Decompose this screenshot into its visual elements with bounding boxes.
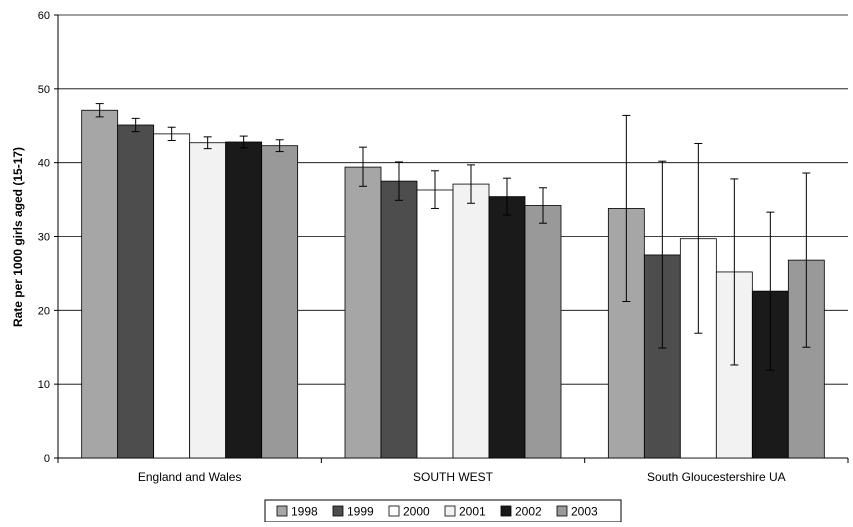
x-tick-label: South Gloucestershire UA	[647, 470, 786, 484]
legend-label-2000: 2000	[403, 505, 430, 519]
bar-2001	[189, 142, 227, 459]
legend-label-2002: 2002	[515, 505, 542, 519]
legend-swatch-1998	[276, 505, 288, 517]
bar-2002	[225, 141, 263, 459]
legend-label-1999: 1999	[347, 505, 374, 519]
bar-2000	[153, 133, 191, 459]
y-tick-label: 0	[44, 453, 50, 465]
bar-1999	[117, 124, 155, 459]
y-tick-label: 10	[38, 379, 50, 391]
x-tick-label: SOUTH WEST	[413, 470, 494, 484]
legend-swatch-1999	[332, 505, 344, 517]
legend: 1998 1999 2000 2001 2002 2003	[264, 499, 622, 523]
bar-1998	[81, 109, 119, 459]
bar-2003	[524, 205, 562, 459]
y-tick-label: 20	[38, 305, 50, 317]
y-axis: 0 10 20 30 40 50 60	[38, 10, 59, 465]
legend-label-1998: 1998	[291, 505, 318, 519]
y-axis-label: Rate per 1000 girls aged (15-17)	[11, 147, 25, 327]
legend-label-2003: 2003	[571, 505, 598, 519]
y-tick-label: 50	[38, 84, 50, 96]
legend-swatch-2003	[556, 505, 568, 517]
x-axis: England and Wales SOUTH WEST South Glouces…	[57, 457, 849, 484]
legend-label-2001: 2001	[459, 505, 486, 519]
y-tick-label: 40	[38, 158, 50, 170]
legend-swatch-2002	[500, 505, 512, 517]
bar-2002	[488, 196, 526, 459]
bar-1998	[344, 166, 382, 459]
legend-swatch-2001	[444, 505, 456, 517]
y-tick-label: 30	[38, 232, 50, 244]
bar-2000	[416, 189, 454, 459]
legend-box	[264, 499, 622, 523]
bar-1999	[380, 180, 418, 459]
y-tick-label: 60	[38, 10, 50, 22]
error-bars	[95, 103, 811, 371]
bar-2003	[261, 145, 299, 459]
x-tick-label: England and Wales	[138, 470, 242, 484]
legend-swatch-2000	[388, 505, 400, 517]
bar-2001	[452, 183, 490, 459]
